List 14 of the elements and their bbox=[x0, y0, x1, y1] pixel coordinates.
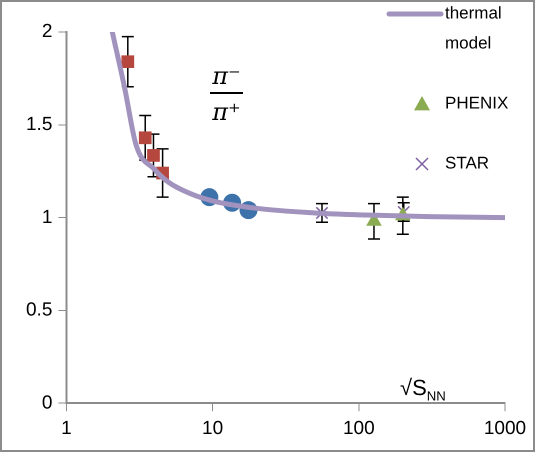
annotation: π⁻ bbox=[211, 62, 241, 90]
x-tick-label: 1000 bbox=[484, 418, 526, 439]
x-tick-label: 100 bbox=[342, 418, 375, 439]
x-tick-label: 10 bbox=[202, 418, 224, 439]
y-tick-label: 0.5 bbox=[26, 300, 52, 321]
x-tick-label: 1 bbox=[61, 418, 72, 439]
legend-label: thermal model bbox=[445, 4, 502, 53]
legend-label: PHENIX bbox=[445, 94, 508, 113]
annotation: π⁺ bbox=[211, 98, 241, 126]
legend-label: STAR bbox=[445, 154, 490, 173]
y-tick-label: 2 bbox=[42, 21, 52, 42]
y-tick-label: 1 bbox=[42, 206, 52, 228]
y-tick-label: 0 bbox=[42, 392, 52, 414]
y-tick-label: 1.5 bbox=[26, 114, 52, 136]
